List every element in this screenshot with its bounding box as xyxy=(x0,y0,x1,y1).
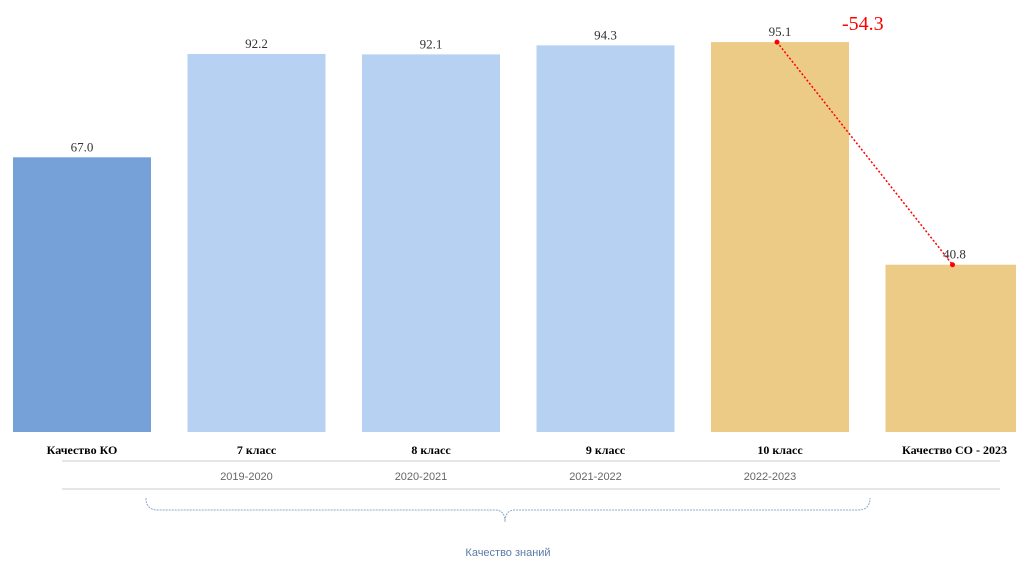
bar-5 xyxy=(711,42,849,432)
bar-1 xyxy=(13,157,151,432)
group-brace xyxy=(146,498,870,522)
value-label-3: 92.1 xyxy=(420,36,443,51)
category-labels-group: Качество КО 7 класс 8 класс 9 класс 10 класс… xyxy=(47,443,1007,457)
year-label-1: 2019-2020 xyxy=(220,471,273,483)
bar-3 xyxy=(362,54,500,432)
year-label-2: 2020-2021 xyxy=(395,471,448,483)
year-label-3: 2021-2022 xyxy=(569,471,622,483)
value-label-2: 92.2 xyxy=(245,36,268,51)
value-label-4: 94.3 xyxy=(594,27,617,42)
category-label-1: Качество КО xyxy=(47,443,118,457)
group-label: Качество знаний xyxy=(465,547,550,559)
change-arrow-start xyxy=(775,40,780,45)
bars-group xyxy=(13,42,1016,432)
value-label-5: 95.1 xyxy=(769,24,792,39)
bar-2 xyxy=(188,54,326,432)
category-label-4: 9 класс xyxy=(586,443,626,457)
bar-6 xyxy=(886,265,1016,432)
year-labels-group: 2019-2020 2020-2021 2021-2022 2022-2023 xyxy=(220,471,796,483)
category-label-2: 7 класс xyxy=(237,443,277,457)
change-arrow-end xyxy=(950,262,955,267)
category-label-3: 8 класс xyxy=(411,443,451,457)
category-label-5: 10 класс xyxy=(757,443,803,457)
year-label-4: 2022-2023 xyxy=(744,471,797,483)
category-label-6: Качество СО - 2023 xyxy=(902,443,1007,457)
change-value-label: -54.3 xyxy=(842,13,884,35)
value-label-1: 67.0 xyxy=(71,139,94,154)
bar-4 xyxy=(537,45,675,432)
value-label-6: 40.8 xyxy=(943,247,966,262)
